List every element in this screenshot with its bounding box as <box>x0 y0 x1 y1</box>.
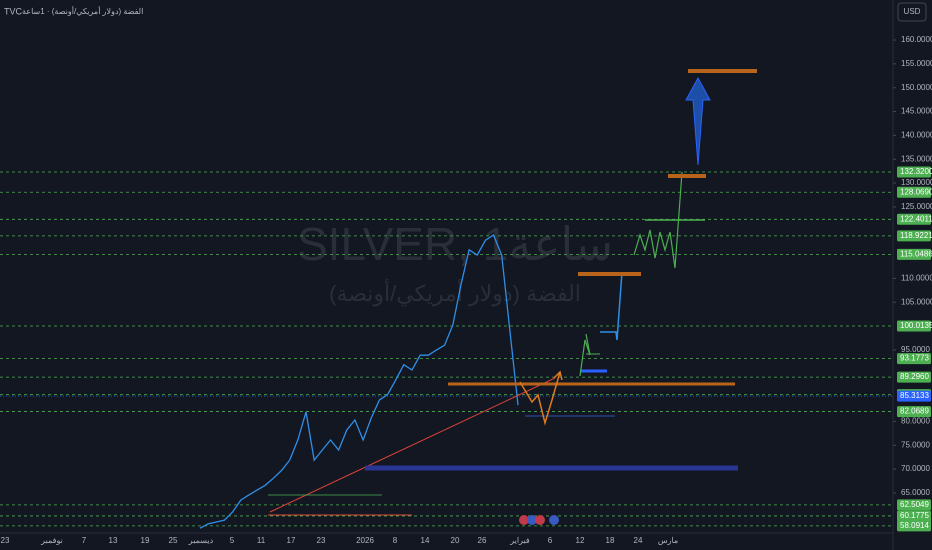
x-tick-label: مارس <box>658 536 678 545</box>
x-tick-label: 25 <box>169 536 178 545</box>
level-label: 82.0689 <box>900 407 929 416</box>
currency-button[interactable] <box>897 2 927 22</box>
x-tick-label: 26 <box>478 536 487 545</box>
level-label: 128.0690 <box>900 187 932 196</box>
arrow-head <box>553 370 563 381</box>
y-tick-label: 75.0000 <box>901 440 930 449</box>
level-label: 132.3200 <box>900 167 932 176</box>
level-label: 122.4011 <box>900 214 932 223</box>
level-label-box <box>897 499 931 511</box>
x-tick-label: 7 <box>82 536 87 545</box>
x-tick-label: 13 <box>109 536 118 545</box>
level-label-box <box>897 406 931 418</box>
level-label-box <box>897 520 931 532</box>
projection-path <box>579 333 591 377</box>
level-label-box <box>897 213 931 225</box>
y-tick-label: 80.0000 <box>901 417 930 426</box>
level-label: 58.0914 <box>900 521 929 530</box>
level-label: 100.0135 <box>900 321 932 330</box>
y-tick-label: 110.0000 <box>901 274 932 283</box>
currency[interactable]: USD <box>904 7 921 16</box>
y-tick-label: 150.0000 <box>901 83 932 92</box>
level-label: 118.9221 <box>900 231 932 240</box>
x-tick-label: 6 <box>548 536 553 545</box>
y-tick-label: 125.0000 <box>901 202 932 211</box>
y-tick-label: 145.0000 <box>901 107 932 116</box>
x-tick-label: 24 <box>634 536 643 545</box>
x-tick-label: 23 <box>1 536 10 545</box>
y-tick-label: 70.0000 <box>901 464 930 473</box>
x-tick-label: 18 <box>606 536 615 545</box>
trend-line <box>269 377 556 513</box>
current-price-box <box>897 390 931 402</box>
x-tick-label: 23 <box>317 536 326 545</box>
y-tick-label: 105.0000 <box>901 297 932 306</box>
x-tick-label: 12 <box>576 536 585 545</box>
watermark-description: الفضة (دولار أمريكي/أونصة) <box>329 278 581 307</box>
projection-path <box>519 371 561 426</box>
watermark-symbol: SILVER, 1ساعة <box>297 218 613 270</box>
x-tick-label: 17 <box>287 536 296 545</box>
x-tick-label: فبراير <box>509 536 530 545</box>
level-label-box <box>897 230 931 242</box>
y-tick-label: 130.0000 <box>901 178 932 187</box>
level-label-box <box>897 353 931 365</box>
projection-path <box>600 271 623 341</box>
level-label-box <box>897 186 931 198</box>
y-tick-label: 155.0000 <box>901 59 932 68</box>
price-line <box>199 234 519 529</box>
x-tick-label: 2026 <box>356 536 374 545</box>
level-label: 62.5049 <box>900 500 929 509</box>
y-tick-label: 140.0000 <box>901 131 932 140</box>
x-tick-label: ديسمبر <box>188 536 214 545</box>
level-label-box <box>897 320 931 332</box>
header-source: TVC <box>4 6 23 16</box>
target-arrow <box>685 76 711 166</box>
x-tick-label: 8 <box>393 536 398 545</box>
x-tick-label: 14 <box>421 536 430 545</box>
level-label: 115.0486 <box>900 249 932 258</box>
current-price-label: 85.3133 <box>900 391 929 400</box>
x-tick-label: 5 <box>230 536 235 545</box>
level-label: 60.1775 <box>900 511 929 520</box>
y-tick-label: 135.0000 <box>901 154 932 163</box>
level-label-box <box>897 371 931 383</box>
projection-path <box>633 171 683 269</box>
x-tick-label: 11 <box>257 536 266 545</box>
x-tick-label: 19 <box>141 536 150 545</box>
level-label-box <box>897 248 931 260</box>
y-tick-label: 95.0000 <box>901 345 930 354</box>
header-description: الفضة (دولار أمريكي/أونصة) · 1ساعة <box>22 5 143 16</box>
event-icons <box>519 515 559 525</box>
level-label-box <box>897 166 931 178</box>
y-tick-label: 65.0000 <box>901 488 930 497</box>
x-tick-label: نوفمبر <box>40 536 63 545</box>
y-tick-label: 160.0000 <box>901 35 932 44</box>
level-label-box <box>897 510 931 522</box>
x-tick-label: 20 <box>451 536 460 545</box>
level-label: 89.2960 <box>900 372 929 381</box>
level-label: 93.1773 <box>900 354 929 363</box>
